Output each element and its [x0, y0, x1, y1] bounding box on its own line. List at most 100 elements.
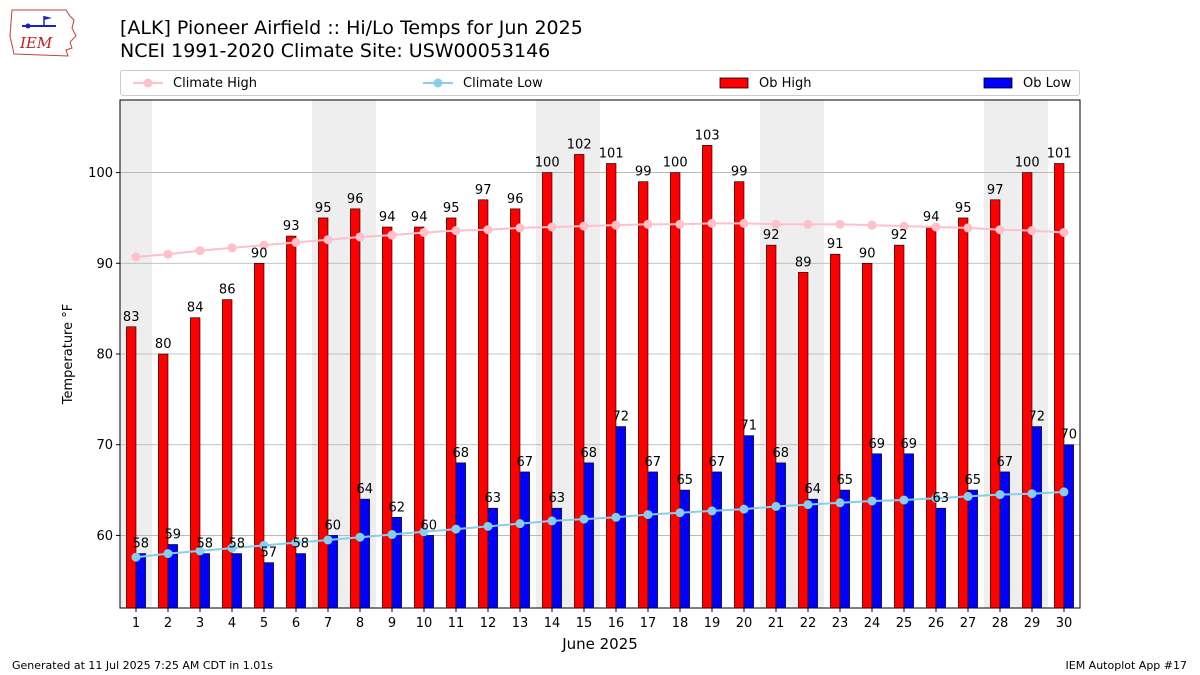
climate-low-point: [195, 546, 205, 556]
climate-low-point: [739, 504, 749, 514]
ob-low-bar: [967, 489, 978, 608]
x-tick-label: 4: [228, 616, 236, 631]
ob-high-label: 96: [347, 192, 364, 207]
ob-low-bar: [647, 471, 658, 608]
ob-high-swatch: [719, 77, 749, 89]
ob-high-bar: [1054, 163, 1065, 608]
ob-low-bar: [807, 498, 818, 608]
climate-low-point: [515, 519, 525, 529]
x-tick-label: 11: [448, 616, 465, 631]
ob-high-bar: [222, 299, 233, 608]
climate-high-point: [771, 219, 781, 229]
climate-low-point: [707, 506, 717, 516]
ob-low-label: 65: [965, 473, 982, 488]
x-tick-label: 21: [768, 616, 785, 631]
climate-high-point: [547, 222, 557, 232]
x-tick-label: 6: [292, 616, 300, 631]
ob-high-label: 83: [123, 310, 140, 325]
climate-high-point: [451, 226, 461, 236]
x-tick-label: 18: [672, 616, 689, 631]
climate-low-point: [675, 508, 685, 518]
ob-low-bar: [1063, 444, 1074, 608]
ob-high-label: 95: [315, 201, 332, 216]
climate-low-point: [867, 496, 877, 506]
ob-high-label: 91: [827, 237, 844, 252]
ob-high-bar: [126, 326, 137, 608]
ob-high-label: 100: [1015, 156, 1040, 171]
chart-legend: Climate High Climate Low Ob High Ob Low: [120, 70, 1080, 96]
ob-high-label: 100: [663, 156, 688, 171]
x-tick-label: 23: [832, 616, 849, 631]
ob-high-label: 97: [987, 183, 1004, 198]
ob-high-label: 93: [283, 219, 300, 234]
ob-low-bar: [1031, 426, 1042, 608]
ob-high-bar: [382, 226, 393, 608]
x-tick-label: 3: [196, 616, 204, 631]
x-tick-label: 24: [864, 616, 881, 631]
climate-high-point: [387, 230, 397, 240]
ob-low-label: 67: [709, 455, 726, 470]
ob-low-bar: [519, 471, 530, 608]
climate-high-point: [867, 220, 877, 230]
climate-high-point: [963, 223, 973, 233]
ob-low-bar: [743, 435, 754, 608]
x-tick-label: 28: [992, 616, 1009, 631]
ob-high-label: 90: [251, 246, 268, 261]
climate-low-point: [931, 493, 941, 503]
ob-high-bar: [446, 217, 457, 608]
ob-high-label: 94: [411, 210, 428, 225]
ob-low-label: 72: [613, 410, 630, 425]
climate-high-point: [227, 243, 237, 253]
climate-high-point: [899, 221, 909, 231]
climate-high-point: [323, 235, 333, 245]
ob-high-bar: [286, 235, 297, 608]
ob-low-label: 68: [773, 446, 790, 461]
ob-high-bar: [318, 217, 329, 608]
climate-low-point: [579, 514, 589, 524]
ob-low-bar: [903, 453, 914, 608]
x-tick-label: 30: [1056, 616, 1073, 631]
ob-low-label: 60: [421, 518, 438, 533]
ob-high-bar: [958, 217, 969, 608]
generated-timestamp: Generated at 11 Jul 2025 7:25 AM CDT in …: [12, 659, 273, 672]
ob-high-label: 99: [731, 165, 748, 180]
climate-low-point: [1027, 489, 1037, 499]
climate-low-point: [835, 498, 845, 508]
ob-low-label: 67: [645, 455, 662, 470]
ob-high-label: 95: [443, 201, 460, 216]
ob-high-label: 84: [187, 301, 204, 316]
climate-low-point: [643, 510, 653, 520]
climate-low-point: [483, 521, 493, 531]
x-tick-label: 17: [640, 616, 657, 631]
ob-high-bar: [702, 145, 713, 608]
ob-high-bar: [350, 208, 361, 608]
ob-high-bar: [766, 244, 777, 608]
legend-label-ob-high: Ob High: [759, 75, 812, 91]
climate-high-point: [675, 219, 685, 229]
climate-high-point: [1027, 226, 1037, 236]
climate-high-line: [135, 222, 1065, 258]
iem-logo: IEM: [9, 9, 77, 57]
ob-low-bar: [167, 544, 178, 608]
ob-high-bar: [510, 208, 521, 608]
x-tick-label: 22: [800, 616, 817, 631]
ob-high-label: 94: [379, 210, 396, 225]
legend-label-climate-high: Climate High: [173, 75, 258, 91]
x-tick-label: 16: [608, 616, 625, 631]
climate-low-point: [803, 500, 813, 510]
ob-low-bar: [583, 462, 594, 608]
ob-low-bar: [455, 462, 466, 608]
climate-high-point: [835, 219, 845, 229]
ob-low-bar: [775, 462, 786, 608]
ob-high-bar: [894, 244, 905, 608]
ob-low-label: 69: [869, 437, 886, 452]
ob-high-label: 101: [1047, 147, 1072, 162]
x-tick-label: 20: [736, 616, 753, 631]
ob-high-label: 86: [219, 283, 236, 298]
climate-low-swatch: [423, 78, 453, 88]
ob-low-label: 60: [325, 518, 342, 533]
x-tick-label: 25: [896, 616, 913, 631]
ob-low-bar: [263, 562, 274, 608]
ob-high-bar: [158, 353, 169, 608]
